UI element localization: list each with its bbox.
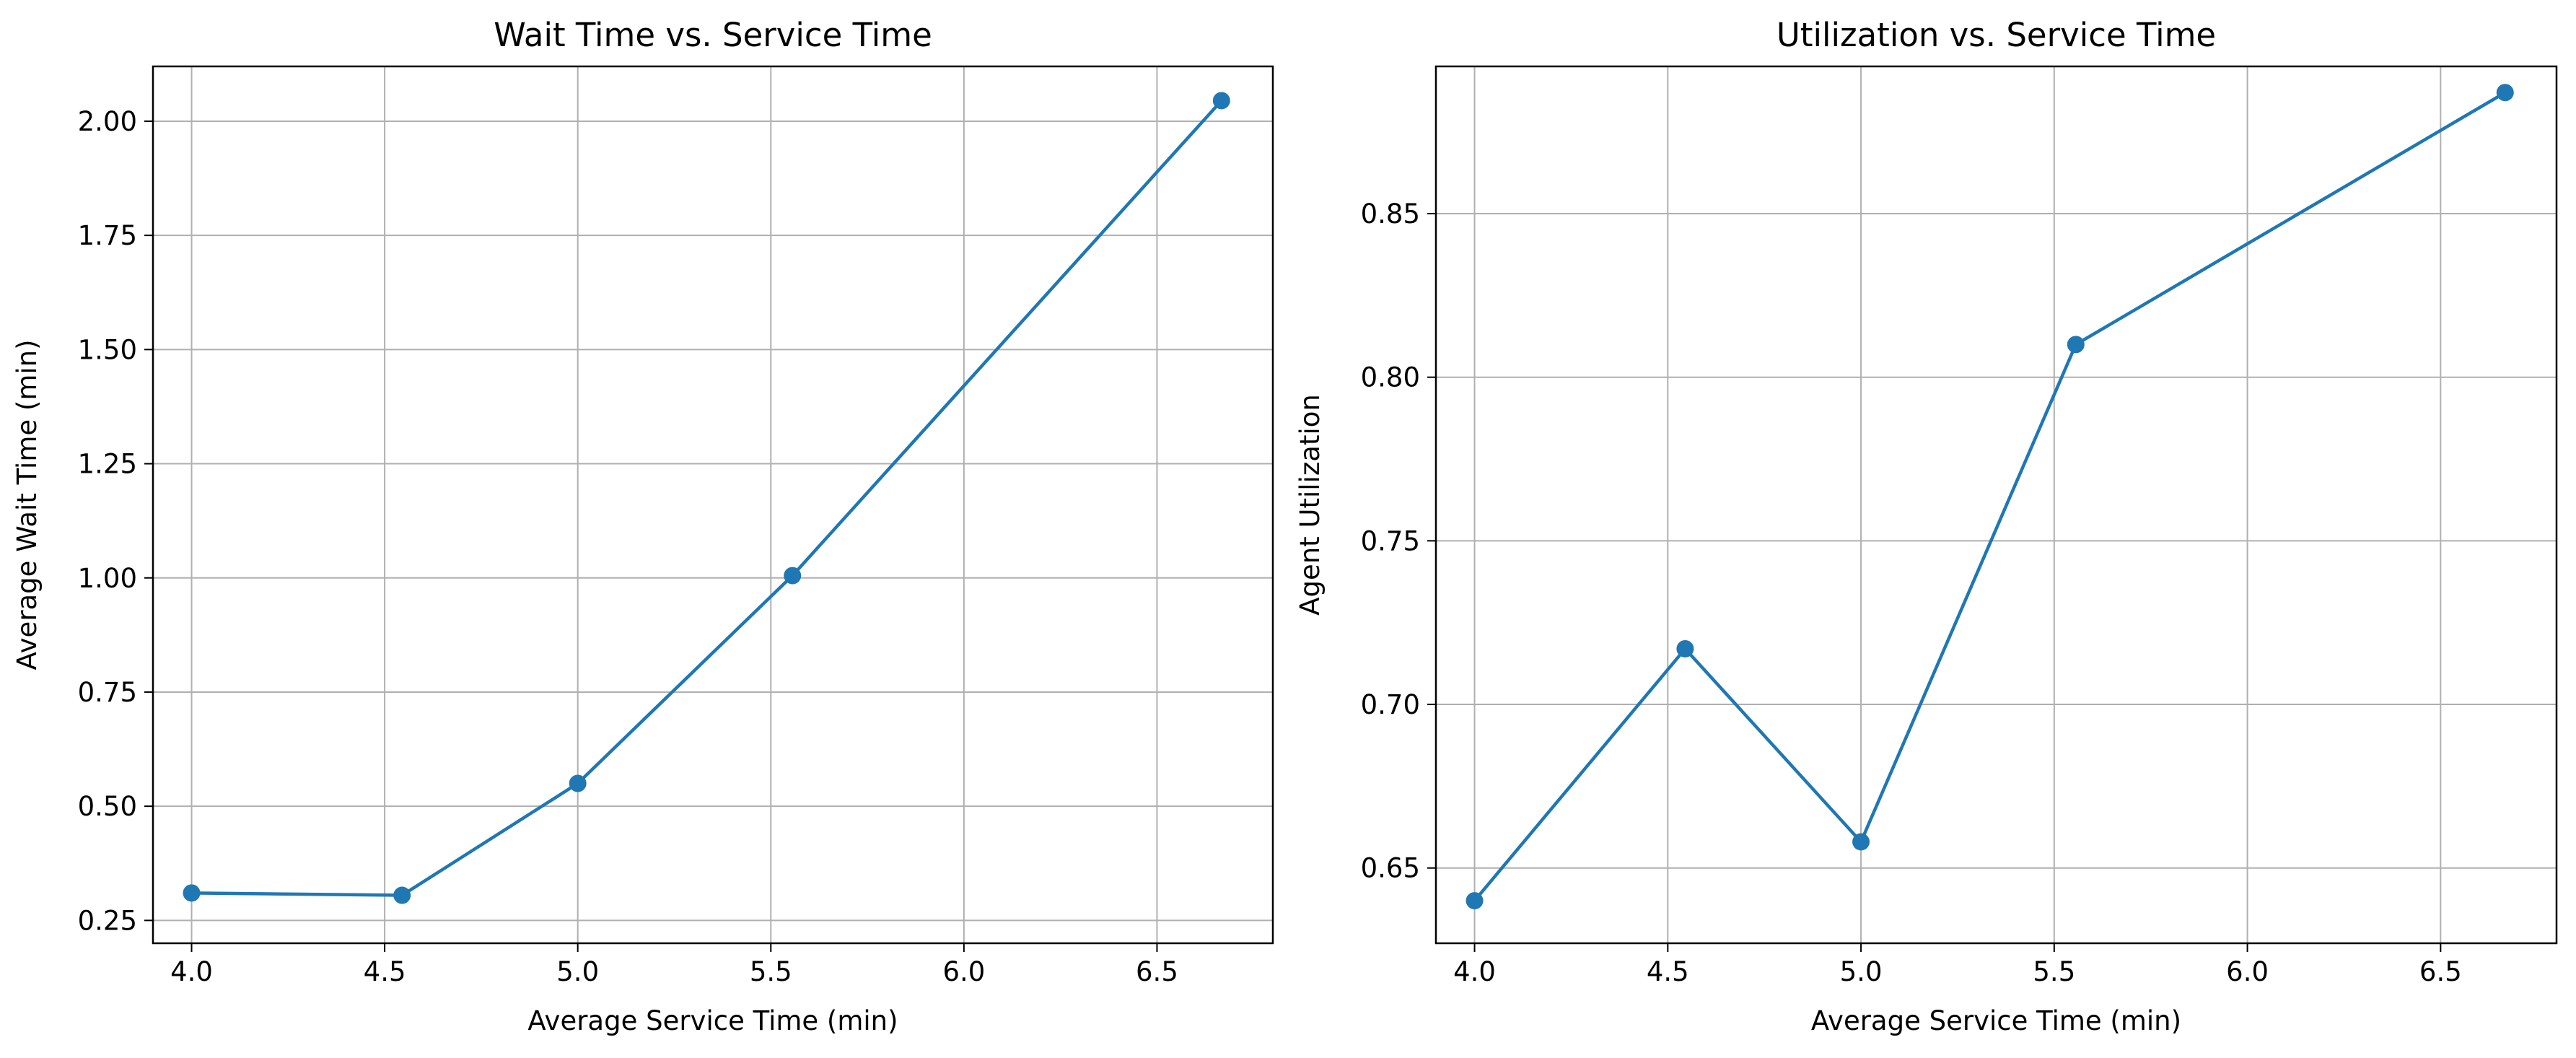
y-tick-label: 0.75 [1361,525,1420,556]
x-tick-label: 4.0 [170,956,213,987]
y-tick-label: 2.00 [78,106,137,137]
y-tick-label: 0.65 [1361,853,1420,884]
data-point [784,567,802,585]
data-point [2067,336,2085,354]
x-tick-label: 5.0 [556,956,599,987]
data-point [1676,639,1694,657]
y-axis-label: Average Wait Time (min) [12,339,43,670]
wait-time-chart: 4.0 4.5 5.0 5.5 6.0 6.5 0.25 0.50 0.75 1.00 1.25 1.… [12,16,1274,1036]
y-tick-label: 1.00 [78,563,137,594]
y-tick-label: 0.25 [78,905,137,936]
y-tick-label: 0.70 [1361,689,1420,720]
y-tick-label: 0.50 [78,791,137,822]
plot-frame [1434,65,2558,945]
y-axis-label: Agent Utilization [1294,394,1326,616]
x-tick-label: 4.0 [1453,956,1496,987]
x-axis-label: Average Service Time (min) [1811,1005,2181,1036]
y-tick-label: 0.80 [1361,362,1420,393]
y-tick-label: 1.50 [78,334,137,365]
x-axis-label: Average Service Time (min) [527,1005,898,1036]
data-point [183,884,201,902]
y-tick-label: 0.85 [1361,198,1420,229]
x-tick-label: 4.5 [1647,956,1689,987]
y-tick-label: 1.75 [78,220,137,251]
utilization-chart: 4.0 4.5 5.0 5.5 6.0 6.5 0.65 0.70 0.75 0.80 0.85 Ut… [1294,16,2558,1036]
data-point [393,886,411,904]
y-tick-label: 1.25 [78,449,137,480]
data-point [1466,892,1484,910]
x-tick-label: 5.0 [1840,956,1883,987]
x-tick-label: 5.5 [750,956,792,987]
x-tick-label: 6.5 [2419,956,2462,987]
data-point [2496,84,2514,102]
data-point [569,774,587,792]
plot-frame [152,65,1274,945]
x-tick-label: 6.0 [942,956,985,987]
x-tick-label: 4.5 [364,956,406,987]
x-tick-label: 6.5 [1136,956,1178,987]
chart-title: Wait Time vs. Service Time [494,16,932,54]
y-tick-label: 0.75 [78,677,137,708]
x-tick-label: 6.0 [2226,956,2269,987]
data-point [1212,92,1230,110]
data-point [1852,833,1870,851]
x-tick-label: 5.5 [2033,956,2075,987]
chart-title: Utilization vs. Service Time [1777,16,2216,54]
